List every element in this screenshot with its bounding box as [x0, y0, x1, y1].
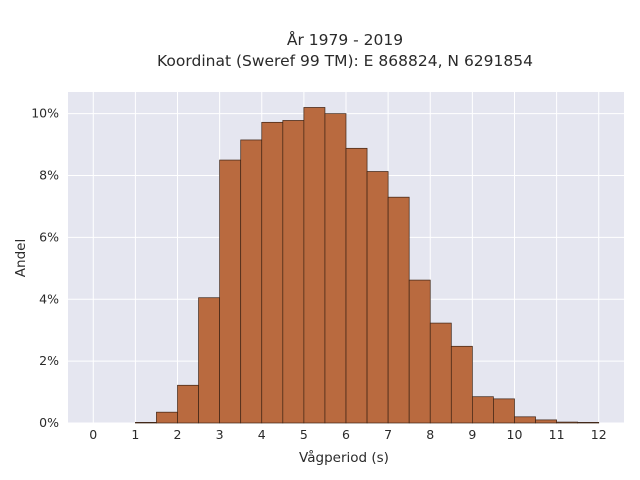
histogram-bar: [261, 121, 284, 424]
y-tick-label: 10%: [31, 106, 59, 121]
x-axis-label: Vågperiod (s): [299, 449, 389, 466]
x-tick-label: 10: [507, 427, 523, 442]
x-axis-ticks: 0 1 2 3 4 5 6 7 8 9 10 11 12: [89, 427, 606, 442]
x-tick-label: 8: [426, 427, 434, 442]
y-tick-label: 6%: [39, 229, 59, 244]
histogram-bar: [240, 139, 263, 424]
x-tick-label: 6: [342, 427, 350, 442]
y-tick-label: 2%: [39, 353, 59, 368]
histogram-bar: [429, 322, 452, 424]
y-tick-label: 0%: [39, 415, 59, 430]
bars: [135, 107, 600, 424]
x-tick-label: 2: [174, 427, 182, 442]
y-axis-ticks: 0% 2% 4% 6% 8% 10%: [31, 106, 59, 430]
histogram-bar: [324, 113, 347, 424]
x-tick-label: 9: [468, 427, 476, 442]
y-tick-label: 4%: [39, 291, 59, 306]
histogram-bar: [156, 411, 178, 424]
histogram-bar: [387, 196, 410, 424]
chart-title: År 1979 - 2019 Koordinat (Sweref 99 TM):…: [157, 30, 533, 70]
histogram-bar: [535, 419, 557, 424]
histogram-bar: [198, 297, 220, 424]
histogram-bar: [366, 171, 389, 424]
histogram-bar: [577, 422, 600, 424]
x-tick-label: 4: [258, 427, 266, 442]
y-tick-label: 8%: [39, 168, 59, 183]
x-tick-label: 5: [300, 427, 308, 442]
chart-title-line-2: Koordinat (Sweref 99 TM): E 868824, N 62…: [157, 52, 533, 70]
histogram-bar: [177, 384, 199, 424]
x-tick-label: 3: [216, 427, 224, 442]
chart-title-line-1: År 1979 - 2019: [287, 30, 403, 49]
histogram-bar: [493, 398, 515, 424]
y-axis-label: Andel: [13, 239, 29, 277]
histogram-bar: [514, 416, 536, 424]
histogram-bar: [303, 107, 326, 424]
histogram-bar: [219, 159, 242, 424]
x-tick-label: 7: [384, 427, 392, 442]
histogram-bar: [408, 279, 431, 424]
histogram-bar: [556, 421, 579, 424]
x-tick-label: 1: [131, 427, 139, 442]
x-tick-label: 11: [549, 427, 565, 442]
histogram-bar: [450, 345, 473, 424]
x-tick-label: 0: [89, 427, 97, 442]
histogram-bar: [135, 422, 157, 424]
histogram-bar: [345, 147, 368, 424]
histogram-bar: [472, 396, 494, 424]
x-tick-label: 12: [591, 427, 607, 442]
histogram-bar: [282, 120, 305, 424]
